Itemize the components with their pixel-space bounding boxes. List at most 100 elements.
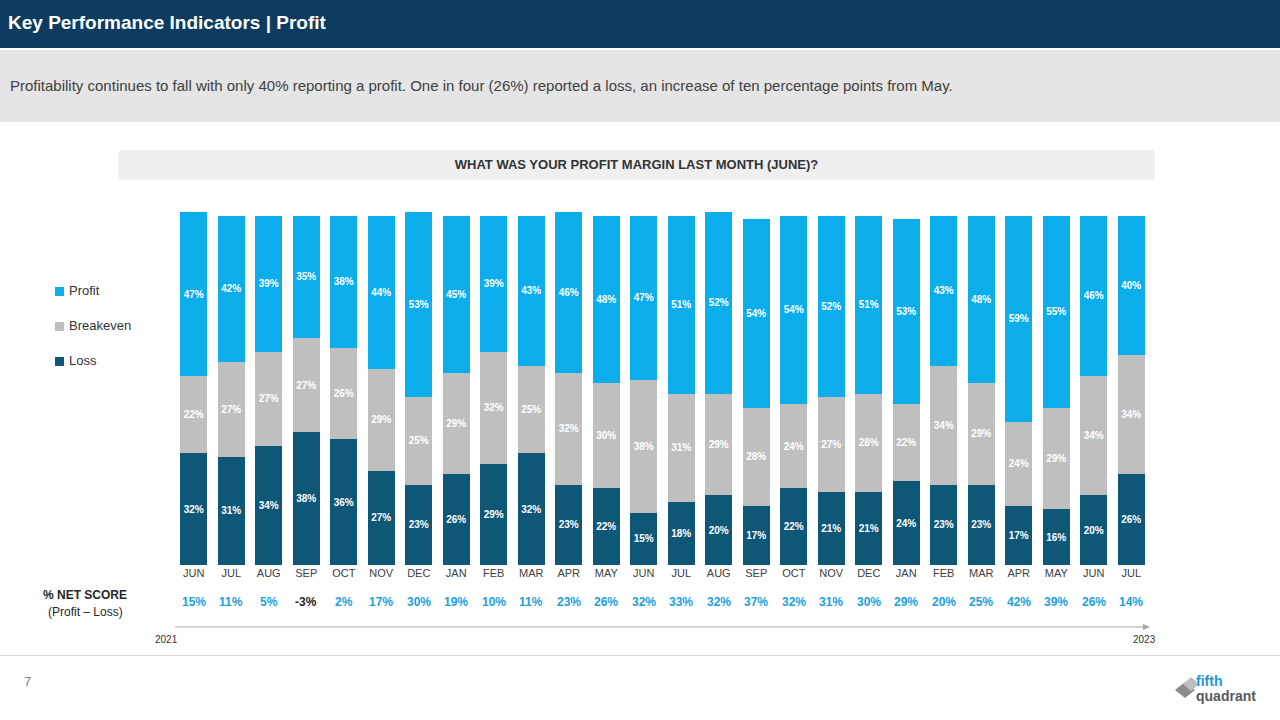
- svg-text:MAR: MAR: [969, 567, 994, 579]
- svg-text:38%: 38%: [634, 441, 654, 452]
- svg-text:44%: 44%: [371, 287, 391, 298]
- svg-text:AUG: AUG: [707, 567, 731, 579]
- svg-text:34%: 34%: [934, 420, 954, 431]
- svg-text:53%: 53%: [409, 299, 429, 310]
- svg-text:APR: APR: [1007, 567, 1030, 579]
- svg-text:JUN: JUN: [1083, 567, 1104, 579]
- svg-text:JUN: JUN: [183, 567, 204, 579]
- svg-text:42%: 42%: [221, 283, 241, 294]
- svg-text:FEB: FEB: [933, 567, 954, 579]
- svg-text:32%: 32%: [521, 504, 541, 515]
- svg-text:26%: 26%: [1082, 595, 1106, 609]
- svg-text:16%: 16%: [1046, 532, 1066, 543]
- svg-text:43%: 43%: [934, 285, 954, 296]
- svg-text:32%: 32%: [632, 595, 656, 609]
- svg-text:38%: 38%: [334, 276, 354, 287]
- svg-text:46%: 46%: [1084, 290, 1104, 301]
- svg-text:20%: 20%: [709, 525, 729, 536]
- svg-text:JUL: JUL: [221, 567, 241, 579]
- svg-text:53%: 53%: [896, 306, 916, 317]
- svg-text:25%: 25%: [969, 595, 993, 609]
- svg-text:17%: 17%: [746, 530, 766, 541]
- svg-text:29%: 29%: [1046, 453, 1066, 464]
- svg-text:27%: 27%: [296, 380, 316, 391]
- svg-text:JAN: JAN: [446, 567, 467, 579]
- svg-text:17%: 17%: [369, 595, 393, 609]
- svg-text:JAN: JAN: [896, 567, 917, 579]
- svg-text:31%: 31%: [819, 595, 843, 609]
- svg-text:19%: 19%: [444, 595, 468, 609]
- svg-text:DEC: DEC: [857, 567, 880, 579]
- svg-text:AUG: AUG: [257, 567, 281, 579]
- svg-text:30%: 30%: [596, 430, 616, 441]
- svg-text:29%: 29%: [371, 414, 391, 425]
- svg-text:59%: 59%: [1009, 313, 1029, 324]
- svg-text:29%: 29%: [709, 439, 729, 450]
- svg-text:29%: 29%: [971, 428, 991, 439]
- svg-text:21%: 21%: [859, 523, 879, 534]
- svg-text:FEB: FEB: [483, 567, 504, 579]
- svg-text:23%: 23%: [971, 519, 991, 530]
- svg-text:SEP: SEP: [295, 567, 317, 579]
- svg-text:27%: 27%: [371, 512, 391, 523]
- svg-text:JUL: JUL: [671, 567, 691, 579]
- svg-text:39%: 39%: [1044, 595, 1068, 609]
- svg-text:24%: 24%: [896, 518, 916, 529]
- svg-text:47%: 47%: [184, 289, 204, 300]
- svg-text:14%: 14%: [1119, 595, 1143, 609]
- svg-text:MAY: MAY: [1045, 567, 1069, 579]
- svg-text:24%: 24%: [1009, 458, 1029, 469]
- svg-text:5%: 5%: [260, 595, 278, 609]
- svg-text:34%: 34%: [259, 500, 279, 511]
- svg-text:36%: 36%: [334, 497, 354, 508]
- svg-text:27%: 27%: [221, 404, 241, 415]
- svg-text:23%: 23%: [557, 595, 581, 609]
- svg-text:20%: 20%: [932, 595, 956, 609]
- svg-text:52%: 52%: [709, 297, 729, 308]
- svg-text:23%: 23%: [559, 519, 579, 530]
- svg-text:15%: 15%: [634, 533, 654, 544]
- svg-text:17%: 17%: [1009, 530, 1029, 541]
- svg-text:29%: 29%: [446, 418, 466, 429]
- svg-text:32%: 32%: [707, 595, 731, 609]
- svg-text:APR: APR: [557, 567, 580, 579]
- svg-text:23%: 23%: [409, 519, 429, 530]
- svg-text:22%: 22%: [784, 521, 804, 532]
- svg-text:48%: 48%: [971, 294, 991, 305]
- svg-text:10%: 10%: [482, 595, 506, 609]
- svg-text:55%: 55%: [1046, 306, 1066, 317]
- svg-text:35%: 35%: [296, 271, 316, 282]
- svg-text:25%: 25%: [521, 404, 541, 415]
- svg-text:(Profit – Loss): (Profit – Loss): [48, 605, 123, 619]
- svg-text:31%: 31%: [671, 442, 691, 453]
- svg-text:51%: 51%: [671, 299, 691, 310]
- svg-text:OCT: OCT: [332, 567, 356, 579]
- svg-text:DEC: DEC: [407, 567, 430, 579]
- svg-text:31%: 31%: [221, 505, 241, 516]
- svg-text:22%: 22%: [596, 521, 616, 532]
- svg-text:29%: 29%: [484, 509, 504, 520]
- svg-text:32%: 32%: [184, 504, 204, 515]
- svg-text:24%: 24%: [784, 441, 804, 452]
- svg-text:34%: 34%: [1121, 409, 1141, 420]
- svg-text:54%: 54%: [746, 308, 766, 319]
- svg-text:29%: 29%: [894, 595, 918, 609]
- svg-text:43%: 43%: [521, 285, 541, 296]
- svg-text:39%: 39%: [484, 278, 504, 289]
- svg-text:2%: 2%: [335, 595, 353, 609]
- svg-text:26%: 26%: [1121, 514, 1141, 525]
- svg-text:22%: 22%: [184, 409, 204, 420]
- svg-text:% NET SCORE: % NET SCORE: [43, 588, 127, 602]
- svg-text:MAY: MAY: [595, 567, 619, 579]
- svg-text:46%: 46%: [559, 287, 579, 298]
- svg-text:32%: 32%: [559, 423, 579, 434]
- svg-text:23%: 23%: [934, 519, 954, 530]
- svg-text:30%: 30%: [857, 595, 881, 609]
- svg-text:38%: 38%: [296, 493, 316, 504]
- svg-text:37%: 37%: [744, 595, 768, 609]
- svg-text:51%: 51%: [859, 299, 879, 310]
- svg-text:NOV: NOV: [819, 567, 844, 579]
- svg-text:JUL: JUL: [1121, 567, 1141, 579]
- svg-text:40%: 40%: [1121, 280, 1141, 291]
- svg-text:22%: 22%: [896, 437, 916, 448]
